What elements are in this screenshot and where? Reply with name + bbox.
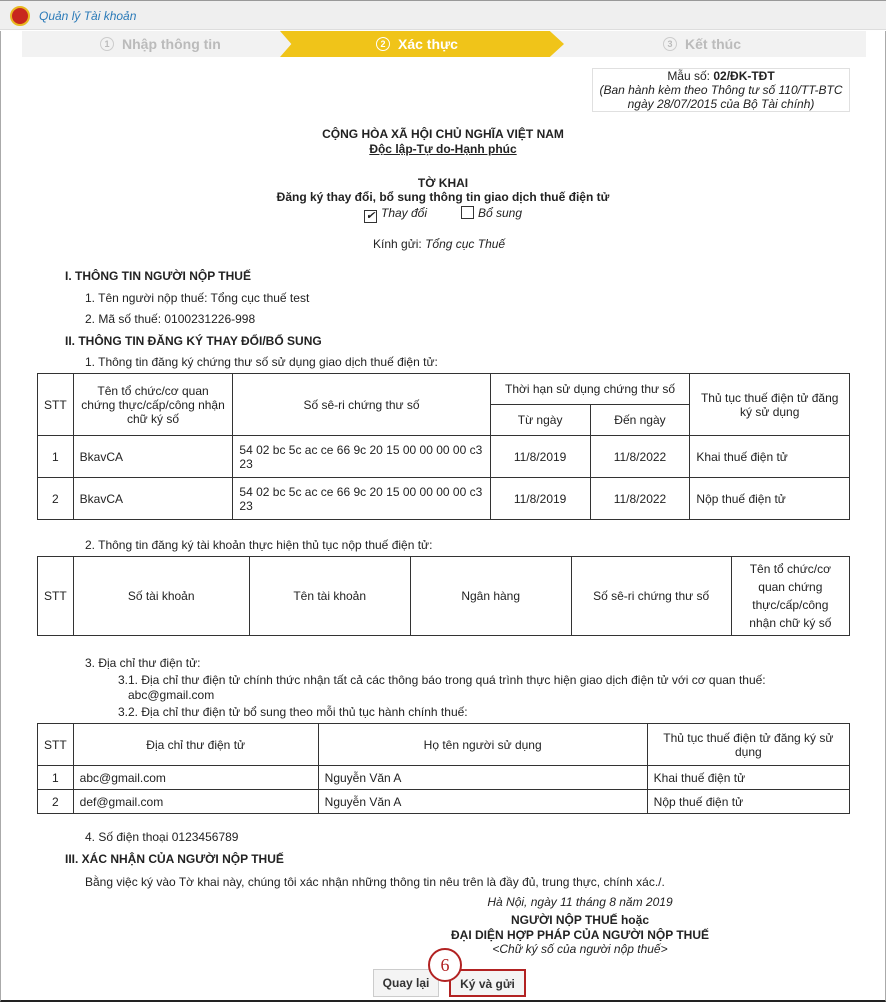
nation-title: CỘNG HÒA XÃ HỘI CHỦ NGHĨA VIỆT NAM: [322, 127, 564, 141]
tax-code: 2. Mã số thuế: 0100231226-998: [85, 312, 256, 326]
form-subtitle: Đăng ký thay đổi, bổ sung thông tin giao…: [276, 190, 610, 204]
step-2: 2 Xác thực: [376, 36, 458, 52]
table-row: 1 abc@gmail.com Nguyễn Văn A Khai thuế điện…: [37, 765, 851, 790]
bank-info-label: 2. Thông tin đăng ký tài khoản thực hiện…: [85, 538, 433, 552]
checkbox-empty-icon[interactable]: [461, 206, 474, 219]
checkbox-change[interactable]: ✔ Thay đổi: [364, 206, 428, 223]
signature-placeholder: <Chữ ký số của người nộp thuế>: [492, 942, 668, 956]
sign-date: Hà Nội, ngày 11 tháng 8 năm 2019: [487, 895, 673, 909]
app-title[interactable]: Quản lý Tài khoản: [39, 9, 137, 23]
section-2-title: II. THÔNG TIN ĐĂNG KÝ THAY ĐỔI/BỔ SUNG: [65, 334, 322, 348]
step-3: 3 Kết thúc: [663, 36, 741, 52]
form-title: TỜ KHAI: [417, 176, 469, 190]
signer-title-2: ĐẠI DIỆN HỢP PHÁP CỦA NGƯỜI NỘP THUẾ: [450, 928, 710, 942]
email-main-value: abc@gmail.com: [128, 688, 215, 702]
step-callout-badge: 6: [428, 948, 462, 982]
phone: 4. Số điện thoại 0123456789: [85, 830, 239, 844]
motto: Độc lập-Tự do-Hạnh phúc: [369, 142, 517, 156]
cert-table: STT Tên tổ chức/cơ quan chứng thực/cấp/cô…: [37, 373, 850, 520]
email-main-label: 3.1. Địa chỉ thư điện tử chính thức nhận…: [118, 673, 766, 687]
signer-title-1: NGƯỜI NỘP THUẾ hoặc: [511, 913, 649, 927]
active-step-highlight: [280, 31, 564, 57]
section-1-title: I. THÔNG TIN NGƯỜI NỘP THUẾ: [65, 269, 251, 283]
checkbox-add[interactable]: Bổ sung: [461, 206, 522, 220]
email-label: 3. Địa chỉ thư điện tử:: [85, 656, 201, 670]
confirmation-text: Bằng việc ký vào Tờ khai này, chúng tôi …: [85, 875, 665, 889]
form-code-box: Mẫu số: 02/ĐK-TĐT (Ban hành kèm theo Thô…: [592, 68, 850, 112]
email-extra-label: 3.2. Địa chỉ thư điện tử bổ sung theo mỗ…: [118, 705, 468, 719]
cert-info-label: 1. Thông tin đăng ký chứng thư số sử dụn…: [85, 355, 438, 369]
table-row: 1 BkavCA 54 02 bc 5c ac ce 66 9c 20 15 00 …: [37, 435, 850, 478]
table-row: 2 BkavCA 54 02 bc 5c ac ce 66 9c 20 15 00 …: [37, 477, 850, 520]
sign-and-send-button[interactable]: Ký và gửi: [449, 969, 526, 997]
taxpayer-name: 1. Tên người nộp thuế: Tổng cục thuế tes…: [85, 291, 310, 305]
table-row: 2 def@gmail.com Nguyễn Văn A Nộp thuế điện …: [37, 789, 851, 814]
email-table: STT Địa chỉ thư điện tử Họ tên người sử dụ…: [37, 723, 851, 814]
emblem-logo-icon: [10, 6, 30, 26]
app-header: Quản lý Tài khoản: [0, 0, 886, 30]
step-1: 1 Nhập thông tin: [100, 36, 221, 52]
bank-table: STT Số tài khoản Tên tài khoản Ngân hàng Số …: [37, 556, 851, 636]
recipient: Kính gửi: Tổng cục Thuế: [373, 237, 506, 251]
section-3-title: III. XÁC NHẬN CỦA NGƯỜI NỘP THUẾ: [65, 852, 284, 866]
back-button[interactable]: Quay lại: [373, 969, 439, 997]
checkmark-icon[interactable]: ✔: [364, 210, 377, 223]
